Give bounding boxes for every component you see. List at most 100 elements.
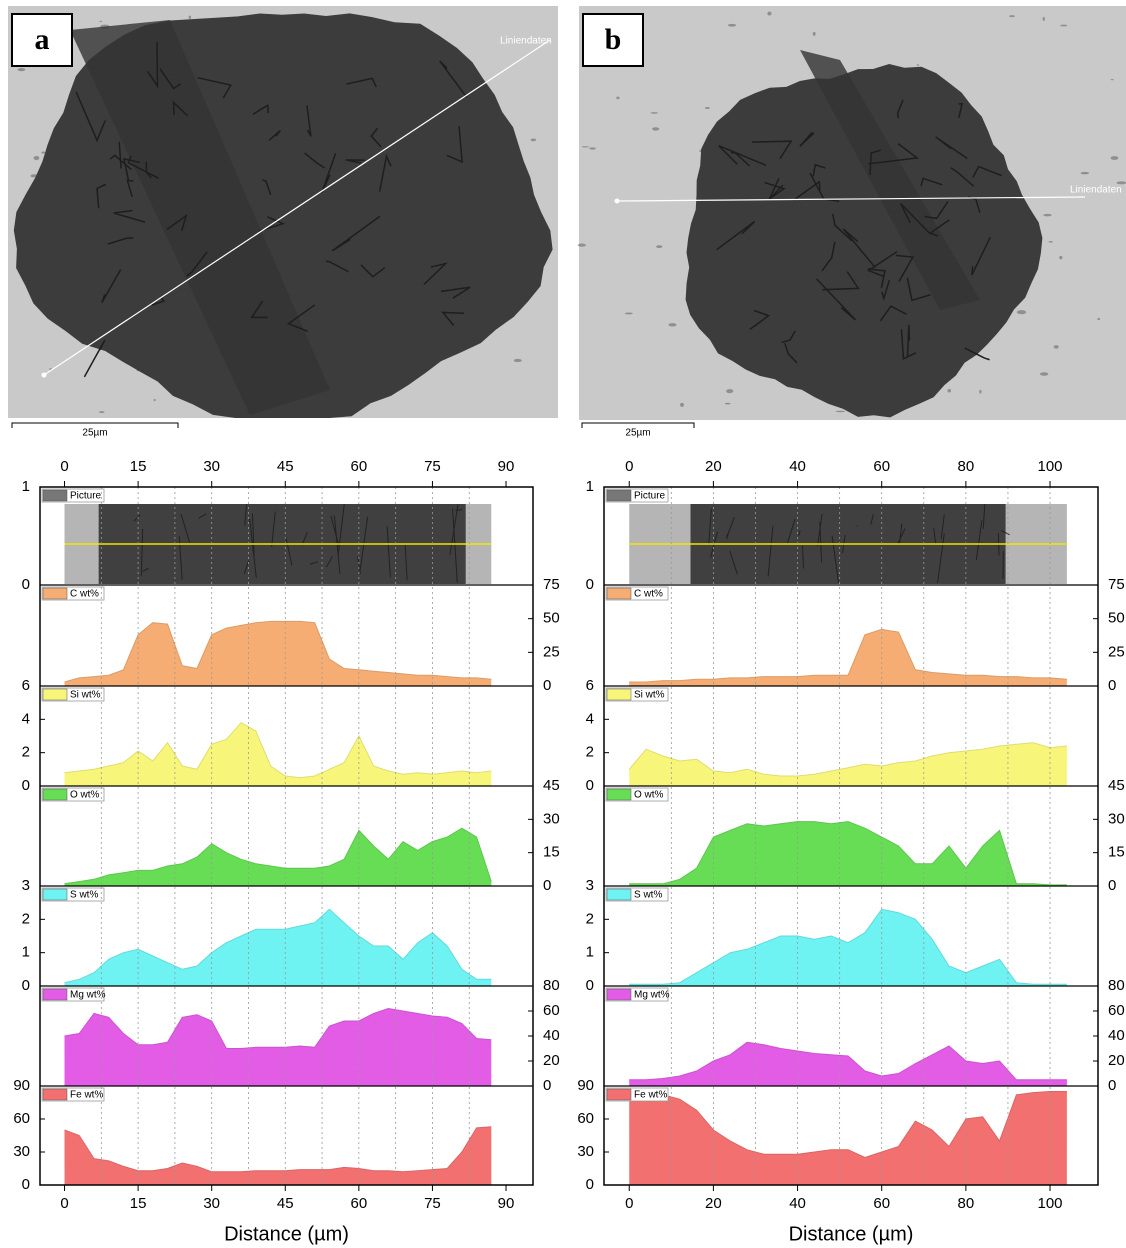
area-fill: [65, 621, 492, 686]
legend-swatch: [43, 588, 67, 599]
area-fill: [65, 723, 492, 786]
y-tick-label: 0: [22, 1176, 30, 1193]
x-tick-label: 30: [203, 458, 220, 475]
pore: [767, 12, 771, 16]
pore: [578, 244, 586, 247]
pore: [650, 112, 658, 114]
legend-label: C wt%: [70, 589, 99, 600]
y-tick-label: 15: [543, 844, 560, 861]
x-tick-label: 0: [60, 458, 68, 475]
pore: [1060, 25, 1067, 27]
y-tick-label: 6: [22, 677, 30, 694]
y-tick-label: 4: [22, 710, 30, 727]
y-tick-label: 6: [586, 677, 594, 694]
scan-start: [615, 199, 620, 204]
legend-label: S wt%: [634, 890, 662, 901]
y-tick-label: 2: [22, 910, 30, 927]
area-fill: [629, 822, 1067, 886]
y-tick-label: 0: [22, 977, 30, 994]
y-tick-label: 60: [13, 1110, 30, 1127]
pore: [514, 359, 522, 362]
legend-label: Picture: [70, 491, 102, 502]
y-tick-label: 15: [1108, 844, 1125, 861]
area-fill: [629, 629, 1067, 686]
y-tick-label: 75: [1108, 576, 1125, 593]
y-tick-label: 0: [543, 677, 551, 694]
y-tick-label: 25: [1108, 643, 1125, 660]
pore: [1059, 256, 1062, 259]
pore: [99, 21, 102, 22]
pore: [656, 245, 662, 248]
y-tick-label: 0: [543, 1077, 551, 1094]
y-tick-label: 40: [1108, 1027, 1125, 1044]
x-tick-label: 20: [705, 1195, 722, 1212]
x-tick-label: 75: [424, 1195, 441, 1212]
legend-swatch: [43, 989, 67, 1000]
y-tick-label: 0: [1108, 1077, 1116, 1094]
legend-swatch: [43, 889, 67, 900]
y-tick-label: 2: [586, 910, 594, 927]
area-line: [65, 1127, 492, 1172]
pore: [705, 107, 710, 109]
pore: [34, 156, 40, 160]
legend-swatch: [607, 689, 631, 700]
pore: [668, 323, 676, 326]
x-axis-label: Distance (µm): [789, 1223, 914, 1245]
area-fill: [629, 1092, 1067, 1186]
y-tick-label: 60: [1108, 1002, 1125, 1019]
page: Liniendatena25µm01Picture0255075C wt%024…: [0, 0, 1126, 1248]
legend-label: Fe wt%: [70, 1090, 103, 1101]
area-fill: [629, 909, 1067, 986]
pore: [41, 151, 45, 153]
x-tick-label: 100: [1038, 1195, 1063, 1212]
y-tick-label: 1: [22, 944, 30, 961]
x-tick-label: 80: [958, 458, 975, 475]
pore: [725, 403, 731, 405]
pore: [1009, 15, 1015, 17]
legend-swatch: [607, 490, 631, 501]
x-tick-label: 60: [351, 1195, 368, 1212]
pore: [1054, 345, 1059, 349]
area-fill: [65, 1127, 492, 1185]
pore: [1043, 214, 1051, 216]
scale-bar-label: 25µm: [625, 428, 650, 439]
y-tick-label: 0: [22, 777, 30, 794]
y-tick-label: 1: [586, 478, 594, 495]
y-tick-label: 1: [586, 944, 594, 961]
y-tick-label: 60: [577, 1110, 594, 1127]
y-tick-label: 0: [1108, 677, 1116, 694]
y-tick-label: 90: [577, 1077, 594, 1094]
y-tick-label: 80: [543, 977, 560, 994]
legend-swatch: [607, 889, 631, 900]
y-tick-label: 20: [543, 1052, 560, 1069]
scale-bar-label: 25µm: [82, 428, 107, 439]
x-tick-label: 40: [789, 1195, 806, 1212]
pore: [836, 411, 845, 413]
pore: [1097, 318, 1100, 320]
x-tick-label: 80: [958, 1195, 975, 1212]
y-tick-label: 0: [586, 576, 594, 593]
y-tick-label: 3: [586, 877, 594, 894]
pore: [1049, 241, 1053, 243]
legend-label: C wt%: [634, 589, 663, 600]
legend-swatch: [607, 989, 631, 1000]
pore: [1017, 310, 1026, 314]
legend-swatch: [607, 1089, 631, 1100]
x-tick-label: 90: [498, 1195, 515, 1212]
pore: [616, 96, 619, 99]
legend-label: Picture: [634, 491, 666, 502]
x-tick-label: 45: [277, 458, 294, 475]
area-line: [629, 629, 1067, 682]
legend-label: S wt%: [70, 890, 98, 901]
y-tick-label: 30: [1108, 810, 1125, 827]
y-tick-label: 30: [13, 1143, 30, 1160]
x-tick-label: 20: [705, 458, 722, 475]
legend-swatch: [43, 490, 67, 501]
y-tick-label: 25: [543, 643, 560, 660]
pore: [1111, 79, 1114, 80]
pore: [154, 399, 156, 401]
pore: [979, 390, 981, 394]
y-tick-label: 45: [1108, 777, 1125, 794]
legend-label: Si wt%: [634, 690, 665, 701]
y-tick-label: 90: [13, 1077, 30, 1094]
